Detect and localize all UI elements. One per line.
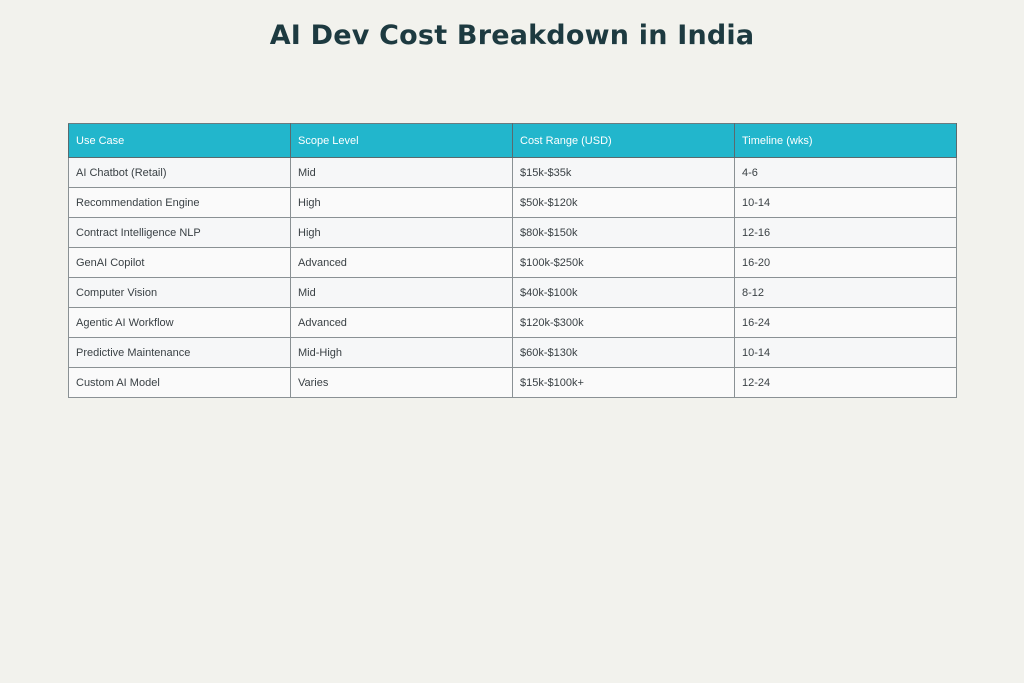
table-row: Custom AI Model Varies $15k-$100k+ 12-24 [68, 367, 957, 398]
table-row: AI Chatbot (Retail) Mid $15k-$35k 4-6 [68, 157, 957, 188]
cell-cost-range: $15k-$100k+ [512, 367, 735, 398]
table-row: Contract Intelligence NLP High $80k-$150… [68, 217, 957, 248]
cell-use-case: Computer Vision [68, 277, 291, 308]
cell-scope-level: High [290, 187, 513, 218]
header-scope-level: Scope Level [290, 123, 513, 158]
cell-use-case: Contract Intelligence NLP [68, 217, 291, 248]
table-header-row: Use Case Scope Level Cost Range (USD) Ti… [68, 123, 957, 158]
table-row: Predictive Maintenance Mid-High $60k-$13… [68, 337, 957, 368]
cell-use-case: Agentic AI Workflow [68, 307, 291, 338]
cell-timeline: 16-20 [734, 247, 957, 278]
header-cost-range: Cost Range (USD) [512, 123, 735, 158]
cell-timeline: 16-24 [734, 307, 957, 338]
cell-scope-level: Advanced [290, 307, 513, 338]
cell-scope-level: Mid [290, 157, 513, 188]
cell-cost-range: $50k-$120k [512, 187, 735, 218]
cell-use-case: Custom AI Model [68, 367, 291, 398]
cell-use-case: AI Chatbot (Retail) [68, 157, 291, 188]
table-row: GenAI Copilot Advanced $100k-$250k 16-20 [68, 247, 957, 278]
header-timeline: Timeline (wks) [734, 123, 957, 158]
cell-scope-level: Advanced [290, 247, 513, 278]
cell-scope-level: Mid-High [290, 337, 513, 368]
header-use-case: Use Case [68, 123, 291, 158]
cell-scope-level: Mid [290, 277, 513, 308]
cell-timeline: 12-24 [734, 367, 957, 398]
cell-timeline: 10-14 [734, 187, 957, 218]
cell-cost-range: $120k-$300k [512, 307, 735, 338]
cost-table: Use Case Scope Level Cost Range (USD) Ti… [68, 123, 957, 398]
cell-use-case: GenAI Copilot [68, 247, 291, 278]
cell-scope-level: High [290, 217, 513, 248]
cell-timeline: 10-14 [734, 337, 957, 368]
cell-use-case: Recommendation Engine [68, 187, 291, 218]
cell-cost-range: $15k-$35k [512, 157, 735, 188]
table-row: Agentic AI Workflow Advanced $120k-$300k… [68, 307, 957, 338]
page-title: AI Dev Cost Breakdown in India [269, 20, 755, 51]
cell-use-case: Predictive Maintenance [68, 337, 291, 368]
table-row: Recommendation Engine High $50k-$120k 10… [68, 187, 957, 218]
cell-timeline: 12-16 [734, 217, 957, 248]
cell-cost-range: $60k-$130k [512, 337, 735, 368]
cell-cost-range: $40k-$100k [512, 277, 735, 308]
cell-cost-range: $100k-$250k [512, 247, 735, 278]
cell-cost-range: $80k-$150k [512, 217, 735, 248]
cell-timeline: 8-12 [734, 277, 957, 308]
cell-timeline: 4-6 [734, 157, 957, 188]
table-row: Computer Vision Mid $40k-$100k 8-12 [68, 277, 957, 308]
cell-scope-level: Varies [290, 367, 513, 398]
